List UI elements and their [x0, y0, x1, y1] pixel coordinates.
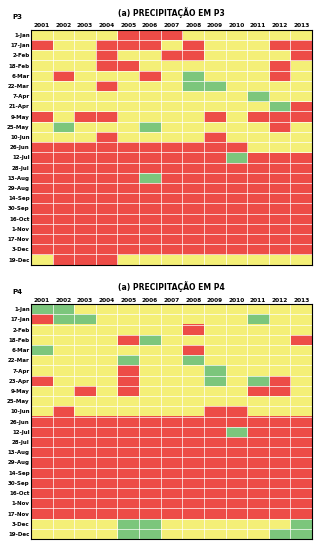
Text: P4: P4 [12, 289, 23, 295]
Title: (a) PRECIPITAÇÃO EM P3: (a) PRECIPITAÇÃO EM P3 [118, 7, 225, 18]
Title: (a) PRECIPITAÇÃO EM P4: (a) PRECIPITAÇÃO EM P4 [118, 281, 225, 292]
Text: P3: P3 [12, 14, 23, 20]
